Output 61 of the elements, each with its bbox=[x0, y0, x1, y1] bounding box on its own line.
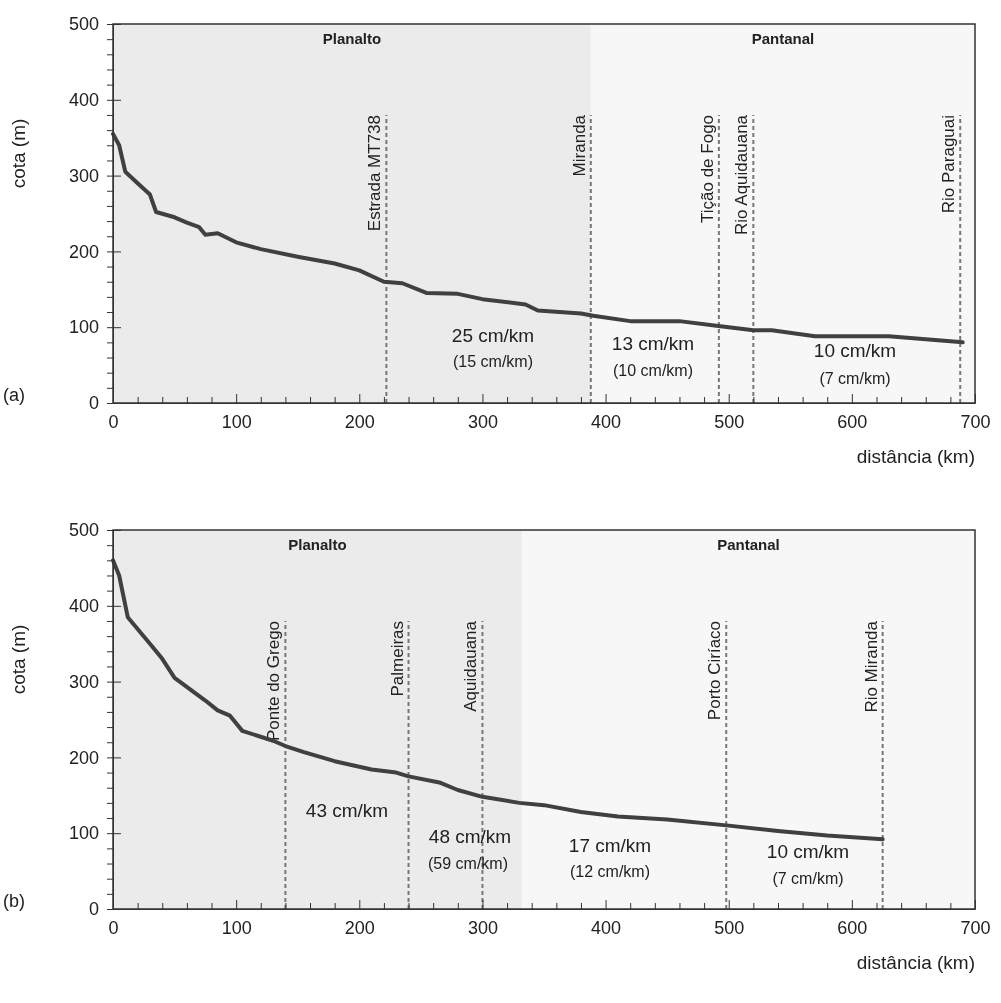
y-axis-title: cota (m) bbox=[8, 624, 29, 695]
y-tick-label: 400 bbox=[68, 596, 99, 617]
x-tick-label: 0 bbox=[108, 411, 119, 432]
y-tick-label: 200 bbox=[68, 241, 99, 262]
x-tick-label: 200 bbox=[344, 917, 375, 938]
ref-line-label: Rio Paraguai bbox=[939, 114, 959, 214]
x-tick-label: 400 bbox=[591, 917, 622, 938]
x-tick-label: 600 bbox=[837, 917, 868, 938]
text: (a) bbox=[3, 385, 25, 405]
y-tick-label: 0 bbox=[88, 393, 99, 414]
text: (b) bbox=[3, 891, 25, 911]
ref-line-label: Aquidauana bbox=[461, 620, 481, 712]
annotation: (15 cm/km) bbox=[453, 353, 533, 371]
band-label: Planalto bbox=[322, 30, 382, 47]
x-tick-label: 700 bbox=[960, 411, 991, 432]
annotation: (59 cm/km) bbox=[428, 855, 508, 873]
x-tick-label: 0 bbox=[108, 917, 119, 938]
ref-line-label: Miranda bbox=[569, 114, 589, 177]
annotation: (7 cm/km) bbox=[819, 370, 891, 388]
x-tick-label: 100 bbox=[221, 411, 252, 432]
annotation: 17 cm/km bbox=[568, 835, 652, 857]
ref-line-label: Rio Aquidauana bbox=[732, 114, 752, 236]
ref-line-label: Rio Miranda bbox=[861, 620, 881, 713]
ref-line-label: Ponte do Grego bbox=[264, 620, 284, 741]
y-tick-label: 500 bbox=[68, 520, 99, 541]
x-tick-label: 300 bbox=[467, 411, 498, 432]
annotation: (10 cm/km) bbox=[613, 362, 693, 380]
annotation: 25 cm/km bbox=[451, 325, 535, 347]
y-tick-label: 100 bbox=[68, 317, 99, 338]
annotation: 10 cm/km bbox=[813, 340, 897, 362]
ref-line-label: Tição de Fogo bbox=[697, 114, 717, 224]
band-label: Planalto bbox=[288, 536, 347, 553]
band-label: Pantanal bbox=[751, 30, 815, 47]
x-tick-label: 100 bbox=[221, 917, 252, 938]
band-label: Pantanal bbox=[717, 536, 780, 553]
annotation: (7 cm/km) bbox=[772, 870, 844, 888]
ref-line-label: Palmeiras bbox=[387, 620, 407, 697]
x-tick-label: 400 bbox=[591, 411, 622, 432]
ref-line-label: Estrada MT738 bbox=[365, 114, 385, 232]
x-tick-label: 600 bbox=[837, 411, 868, 432]
annotation: 43 cm/km bbox=[305, 800, 389, 822]
y-tick-label: 500 bbox=[68, 14, 99, 35]
x-tick-label: 200 bbox=[344, 411, 375, 432]
y-tick-label: 400 bbox=[68, 90, 99, 111]
x-tick-label: 700 bbox=[960, 917, 991, 938]
x-axis-title: distância (km) bbox=[856, 952, 975, 973]
y-tick-label: 0 bbox=[88, 899, 99, 920]
x-tick-label: 500 bbox=[714, 411, 745, 432]
y-tick-label: 200 bbox=[68, 747, 99, 768]
annotation: 48 cm/km bbox=[428, 826, 512, 848]
y-axis-title: cota (m) bbox=[8, 118, 29, 189]
y-tick-label: 300 bbox=[68, 671, 99, 692]
ref-line-label: Porto Ciríaco bbox=[705, 620, 725, 721]
y-tick-label: 300 bbox=[68, 165, 99, 186]
annotation: 10 cm/km bbox=[766, 841, 850, 863]
x-tick-label: 300 bbox=[467, 917, 498, 938]
x-tick-label: 500 bbox=[714, 917, 745, 938]
y-tick-label: 100 bbox=[68, 823, 99, 844]
x-axis-title: distância (km) bbox=[856, 446, 975, 467]
annotation: 13 cm/km bbox=[611, 333, 695, 355]
annotation: (12 cm/km) bbox=[570, 863, 650, 881]
